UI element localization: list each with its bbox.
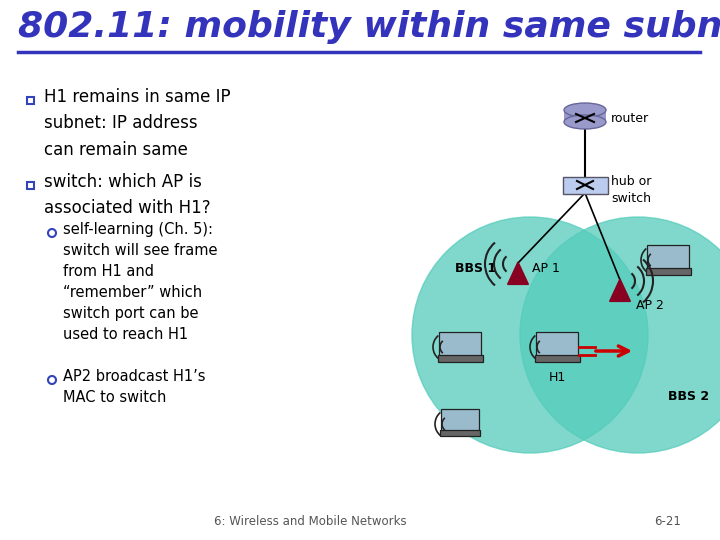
FancyBboxPatch shape [647,245,689,269]
Text: router: router [611,112,649,125]
FancyBboxPatch shape [440,429,480,436]
Text: switch: which AP is
associated with H1?: switch: which AP is associated with H1? [44,173,211,218]
FancyBboxPatch shape [439,332,481,356]
Text: AP 1: AP 1 [532,262,560,275]
Ellipse shape [520,217,720,453]
FancyBboxPatch shape [27,97,34,104]
Text: self-learning (Ch. 5):
switch will see frame
from H1 and
“remember” which
switch: self-learning (Ch. 5): switch will see f… [63,222,217,342]
Text: H1 remains in same IP
subnet: IP address
can remain same: H1 remains in same IP subnet: IP address… [44,88,230,159]
FancyBboxPatch shape [564,110,606,122]
Text: H1: H1 [549,371,566,384]
FancyBboxPatch shape [27,181,34,188]
Text: 802.11: mobility within same subnet: 802.11: mobility within same subnet [18,10,720,44]
FancyBboxPatch shape [438,354,482,361]
Polygon shape [610,279,631,301]
Ellipse shape [412,217,648,453]
Text: 6-21: 6-21 [654,515,681,528]
Text: AP 2: AP 2 [636,299,664,312]
FancyBboxPatch shape [534,354,580,361]
Text: 6: Wireless and Mobile Networks: 6: Wireless and Mobile Networks [214,515,406,528]
FancyBboxPatch shape [441,409,479,431]
FancyBboxPatch shape [536,332,578,356]
Circle shape [48,229,56,237]
Text: BBS 1: BBS 1 [455,262,496,275]
Ellipse shape [564,103,606,117]
Text: AP2 broadcast H1’s
MAC to switch: AP2 broadcast H1’s MAC to switch [63,369,205,405]
FancyBboxPatch shape [646,267,690,274]
Circle shape [48,376,56,384]
FancyBboxPatch shape [562,177,608,193]
Ellipse shape [564,115,606,129]
Text: BBS 2: BBS 2 [668,390,709,403]
Text: hub or
switch: hub or switch [611,175,652,205]
Polygon shape [508,262,528,285]
